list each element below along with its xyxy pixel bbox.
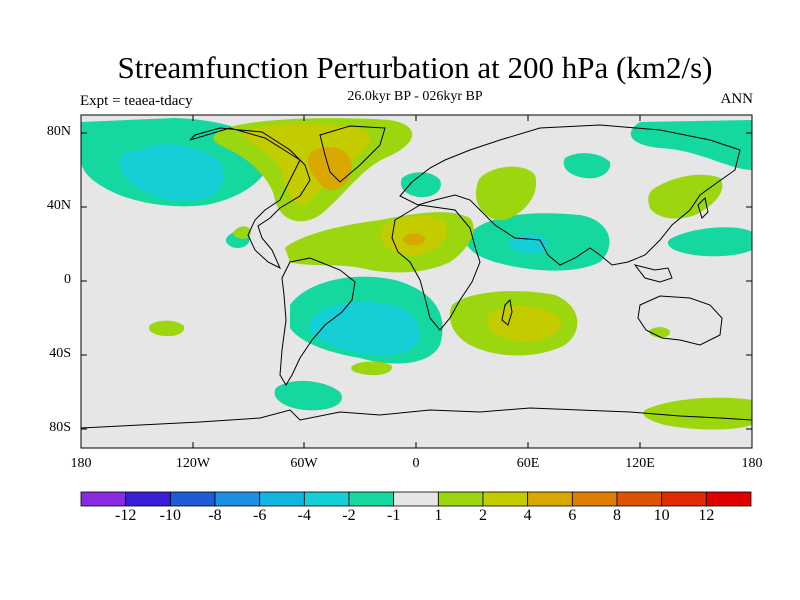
contour-south-ocean <box>274 380 342 411</box>
contour-arabia-core <box>509 234 549 255</box>
x-tick-label: 60W <box>290 456 318 471</box>
axis-ticks <box>81 115 752 448</box>
contour-arctic-west <box>81 121 169 151</box>
colorbar-swatch <box>214 491 261 507</box>
contour-atlantic-north <box>400 172 441 198</box>
colorbar-swatch <box>125 491 171 507</box>
colorbar-swatch <box>705 491 752 507</box>
contour-north-pacific-core <box>119 144 225 201</box>
y-tick-label: 0 <box>64 272 71 287</box>
contour-south-atlantic <box>351 361 393 376</box>
y-tick-label: 40S <box>49 346 71 361</box>
colorbar-label: -6 <box>252 507 267 524</box>
contour-arctic-east <box>630 120 752 170</box>
x-tick-label: 0 <box>412 456 420 471</box>
contour-europe <box>476 166 537 221</box>
colorbar-label: -4 <box>297 507 311 524</box>
y-tick-label: 80S <box>49 420 71 435</box>
colorbar-label: -1 <box>386 507 401 524</box>
coast-europe-asia <box>399 124 741 266</box>
coast-antarctica <box>81 407 752 429</box>
colorbar-swatch <box>393 491 439 507</box>
colorbar-label: -8 <box>208 507 222 524</box>
colorbar-label: -12 <box>114 507 137 524</box>
colorbar-label: 8 <box>613 507 621 524</box>
coast-australia <box>637 295 723 346</box>
contour-australia <box>649 327 671 338</box>
colorbar-swatch <box>80 491 127 507</box>
colorbar-swatch <box>482 491 529 507</box>
colorbar-label: 1 <box>434 507 443 524</box>
coastlines <box>81 124 752 429</box>
contour-pacific-west <box>667 227 752 257</box>
positive-anomaly-contours <box>148 118 752 430</box>
colorbar-swatch <box>259 491 305 507</box>
colorbar-swatch <box>616 491 663 507</box>
x-tick-label: 60E <box>516 456 540 471</box>
coast-south-america <box>279 257 356 386</box>
colorbar-swatch <box>169 491 216 507</box>
y-tick-label: 80N <box>46 124 71 139</box>
coast-africa <box>391 204 481 331</box>
x-tick-label: 120E <box>625 456 655 471</box>
season-label: ANN <box>720 91 754 107</box>
y-tick-label: 40N <box>46 198 71 213</box>
contour-east-asia <box>563 153 611 179</box>
colorbar-swatch <box>527 491 573 507</box>
period-label: 26.0kyr BP - 026kyr BP <box>347 89 483 104</box>
experiment-label: Expt = teaea-tdacy <box>80 93 193 109</box>
contour-central-pacific <box>233 226 251 239</box>
colorbar-swatch <box>303 491 350 507</box>
colorbar-swatch <box>661 491 707 507</box>
contour-south-america-core <box>309 301 420 356</box>
colorbar-label: 12 <box>698 507 715 524</box>
chart-title: Streamfunction Perturbation at 200 hPa (… <box>117 50 713 85</box>
colorbar-label: 2 <box>479 507 487 524</box>
colorbar-label: 10 <box>653 507 670 524</box>
contour-greenland-core <box>308 146 352 191</box>
contour-south-pacific <box>148 320 185 337</box>
contour-indian-ocean-core <box>487 306 561 342</box>
colorbar-label: 6 <box>568 507 577 524</box>
colorbar <box>80 491 752 507</box>
contour-north-asia <box>648 174 723 219</box>
colorbar-swatch <box>437 491 484 507</box>
colorbar-swatch <box>571 491 618 507</box>
contour-africa-core <box>402 233 426 246</box>
negative-anomaly-contours <box>81 118 752 411</box>
colorbar-label: 4 <box>523 507 532 524</box>
coast-indonesia <box>633 264 673 283</box>
x-tick-label: 180 <box>70 456 92 471</box>
coast-north-america <box>189 127 311 270</box>
coast-madagascar <box>501 298 513 326</box>
x-tick-label: 120W <box>175 456 211 471</box>
x-tick-label: 180 <box>741 456 763 471</box>
colorbar-label: -10 <box>159 507 181 524</box>
colorbar-label: -2 <box>342 507 356 524</box>
colorbar-swatch <box>348 491 395 507</box>
coast-japan <box>697 196 709 219</box>
contour-antarctic-east <box>643 397 752 430</box>
coast-greenland <box>319 125 386 183</box>
